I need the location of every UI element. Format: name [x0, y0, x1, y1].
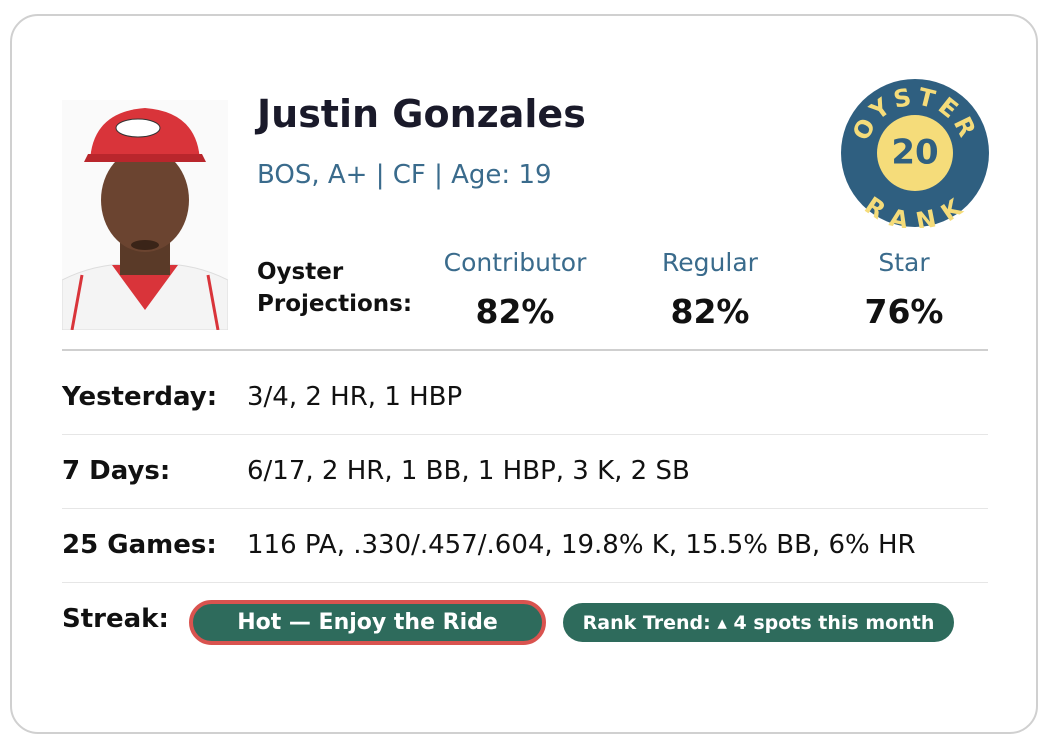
projection-label: Star [878, 248, 930, 277]
stat-label: 25 Games: [62, 530, 217, 560]
player-name: Justin Gonzales [257, 92, 586, 136]
stat-value: 3/4, 2 HR, 1 HBP [247, 382, 463, 412]
rank-badge: OYSTER RANK 20 [841, 79, 989, 228]
stat-label: 7 Days: [62, 456, 171, 486]
projection-label: Contributor [443, 248, 587, 277]
projection-value: 82% [670, 292, 750, 331]
projection-value: 82% [475, 292, 555, 331]
stat-label: Yesterday: [62, 382, 218, 412]
rank-trend: Rank Trend: ▴ 4 spots this month [563, 603, 954, 642]
row-separator [62, 582, 988, 583]
stat-value: 6/17, 2 HR, 1 BB, 1 HBP, 3 K, 2 SB [247, 456, 690, 486]
divider [62, 349, 988, 351]
row-separator [62, 434, 988, 435]
projections-label: Oyster Projections: [257, 259, 413, 317]
player-photo [62, 100, 228, 330]
projection-value: 76% [864, 292, 944, 331]
streak-label: Streak: [62, 604, 169, 634]
badge-rank: 20 [891, 133, 938, 173]
player-card [10, 14, 1038, 734]
streak-status: Hot — Enjoy the Ride [189, 600, 546, 645]
projection-label: Regular [662, 248, 758, 277]
row-separator [62, 508, 988, 509]
stat-value: 116 PA, .330/.457/.604, 19.8% K, 15.5% B… [247, 530, 916, 560]
player-info: BOS, A+ | CF | Age: 19 [257, 160, 552, 190]
